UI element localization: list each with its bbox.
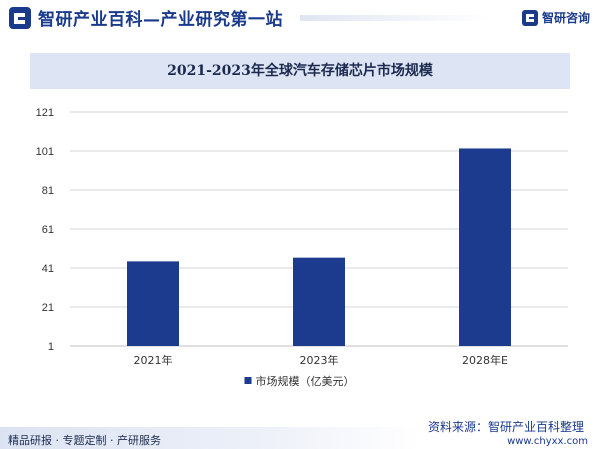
brand-icon bbox=[521, 9, 538, 26]
x-tick-label: 2021年 bbox=[134, 353, 173, 367]
chart-title: 2021-2023年全球汽车存储芯片市场规模 bbox=[167, 63, 433, 79]
bar bbox=[127, 261, 179, 346]
source-note: 资料来源：智研产业百科整理 bbox=[427, 420, 584, 434]
website-link[interactable]: www.chyxx.com bbox=[507, 436, 588, 447]
x-tick-label: 2023年 bbox=[300, 353, 339, 367]
footer-band bbox=[0, 427, 600, 449]
chart-title-band: 2021-2023年全球汽车存储芯片市场规模 bbox=[30, 53, 570, 89]
y-tick-label: 101 bbox=[36, 146, 54, 158]
y-tick-label: 21 bbox=[42, 302, 54, 314]
footer-services: 精品研报 · 专题定制 · 产研服务 bbox=[8, 434, 161, 447]
brand-name: 智研咨询 bbox=[541, 11, 590, 25]
header-bar: 智研产业百科—产业研究第一站 智研咨询 bbox=[0, 0, 600, 36]
header-slogan: 智研产业百科—产业研究第一站 bbox=[38, 10, 283, 30]
bar bbox=[459, 148, 511, 346]
y-tick-label: 121 bbox=[36, 107, 54, 119]
brand-logo: 智研咨询 bbox=[521, 9, 590, 26]
legend-label: 市场规模（亿美元） bbox=[256, 374, 355, 388]
x-tick-label: 2028年E bbox=[462, 353, 508, 367]
logo-icon bbox=[9, 7, 31, 29]
header-divider bbox=[300, 15, 490, 21]
y-tick-label: 61 bbox=[42, 224, 54, 236]
y-tick-label: 1 bbox=[48, 341, 54, 353]
y-tick-label: 81 bbox=[42, 185, 54, 197]
y-tick-label: 41 bbox=[42, 263, 54, 275]
bar bbox=[293, 257, 345, 346]
legend-swatch bbox=[244, 377, 252, 384]
